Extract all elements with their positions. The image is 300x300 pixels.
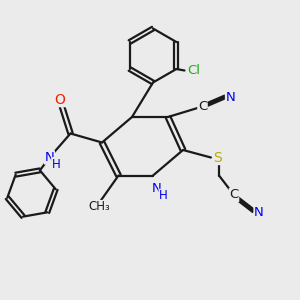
- Text: N: N: [226, 91, 235, 104]
- Text: O: O: [55, 93, 65, 106]
- Text: N: N: [45, 151, 54, 164]
- Text: S: S: [213, 151, 222, 164]
- Text: CH₃: CH₃: [88, 200, 110, 214]
- Text: Cl: Cl: [187, 64, 200, 77]
- Text: N: N: [254, 206, 264, 219]
- Text: C: C: [198, 100, 207, 113]
- Text: C: C: [230, 188, 238, 202]
- Text: H: H: [159, 189, 168, 203]
- Text: N: N: [152, 182, 161, 195]
- Text: H: H: [52, 158, 61, 171]
